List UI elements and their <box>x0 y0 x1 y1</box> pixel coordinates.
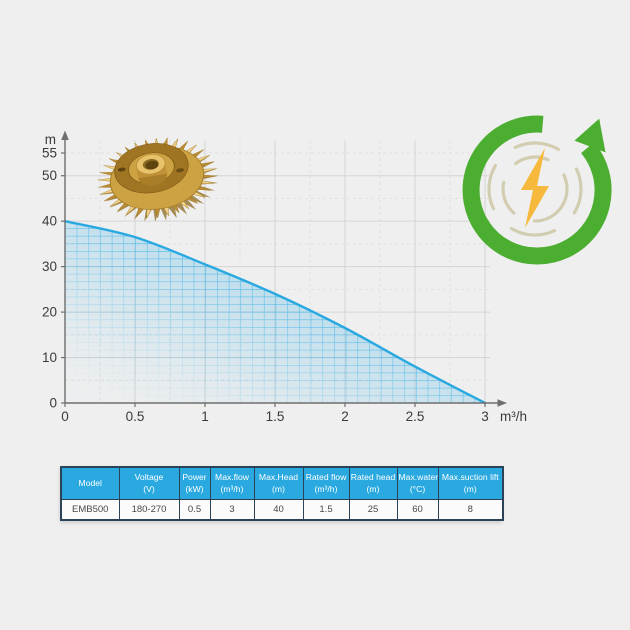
x-tick-label: 3 <box>481 409 489 424</box>
energy-saving-icon <box>462 115 612 265</box>
col-header-max-water: Max.water (°C) <box>396 466 439 500</box>
x-tick-label: 1 <box>201 409 209 424</box>
col-header-max-suction-lift: Max.suction lift (m) <box>437 466 504 500</box>
recycle-arrow-icon <box>462 115 612 265</box>
spec-table-grid: Model Voltage (V) Power (kW) Max.flow (m³/h) Ma… <box>60 466 504 521</box>
cell-max-water: 60 <box>396 499 439 521</box>
y-tick-label: 0 <box>49 396 57 411</box>
spec-table-header-row: Model Voltage (V) Power (kW) Max.flow (m³/h) Ma… <box>60 466 504 500</box>
y-tick-label: 30 <box>42 259 57 274</box>
dashed-circle-outer <box>487 141 583 237</box>
cell-model: EMB500 <box>60 499 120 521</box>
x-tick-label: 0 <box>61 409 69 424</box>
col-header-max-flow: Max.flow (m³/h) <box>209 466 255 500</box>
performance-area <box>65 221 485 403</box>
x-tick-label: 2 <box>341 409 349 424</box>
brass-impeller-image <box>97 137 220 222</box>
spec-table: Model Voltage (V) Power (kW) Max.flow (m³/h) Ma… <box>60 466 504 521</box>
x-tick-label: 1.5 <box>266 409 285 424</box>
y-tick-label: 20 <box>42 305 57 320</box>
x-axis-unit-label: m³/h <box>500 409 527 424</box>
col-header-rated-flow: Rated flow (m³/h) <box>302 466 350 500</box>
spec-table-data-row: EMB500 180-270 0.5 3 40 1.5 25 60 8 <box>60 499 504 521</box>
performance-curve <box>63 219 487 405</box>
y-tick-label: 40 <box>42 214 57 229</box>
y-axis-unit-label: m <box>44 132 56 147</box>
cell-max-flow: 3 <box>209 499 255 521</box>
cell-rated-head: 25 <box>348 499 398 521</box>
cell-max-suction-lift: 8 <box>437 499 504 521</box>
x-tick-label: 2.5 <box>406 409 425 424</box>
cell-voltage: 180-270 <box>118 499 180 521</box>
y-tick-label: 10 <box>42 350 57 365</box>
col-header-model: Model <box>60 466 120 500</box>
cell-max-head: 40 <box>253 499 304 521</box>
col-header-rated-head: Rated head (m) <box>348 466 398 500</box>
cell-power: 0.5 <box>178 499 211 521</box>
y-tick-label: 50 <box>42 168 57 183</box>
x-tick-label: 0.5 <box>126 409 145 424</box>
col-header-max-head: Max.Head (m) <box>253 466 304 500</box>
lightning-bolt-icon <box>521 148 549 228</box>
chart-axes <box>61 130 507 407</box>
col-header-power: Power (kW) <box>178 466 211 500</box>
col-header-voltage: Voltage (V) <box>118 466 180 500</box>
y-tick-label: 55 <box>42 146 57 161</box>
axis-tick-labels: 0 10 20 30 40 50 55 0 0.5 1 1.5 2 2.5 3 <box>42 146 489 425</box>
cell-rated-flow: 1.5 <box>302 499 350 521</box>
recycle-arrow-head <box>574 118 606 153</box>
dashed-circle-inner <box>501 155 569 223</box>
